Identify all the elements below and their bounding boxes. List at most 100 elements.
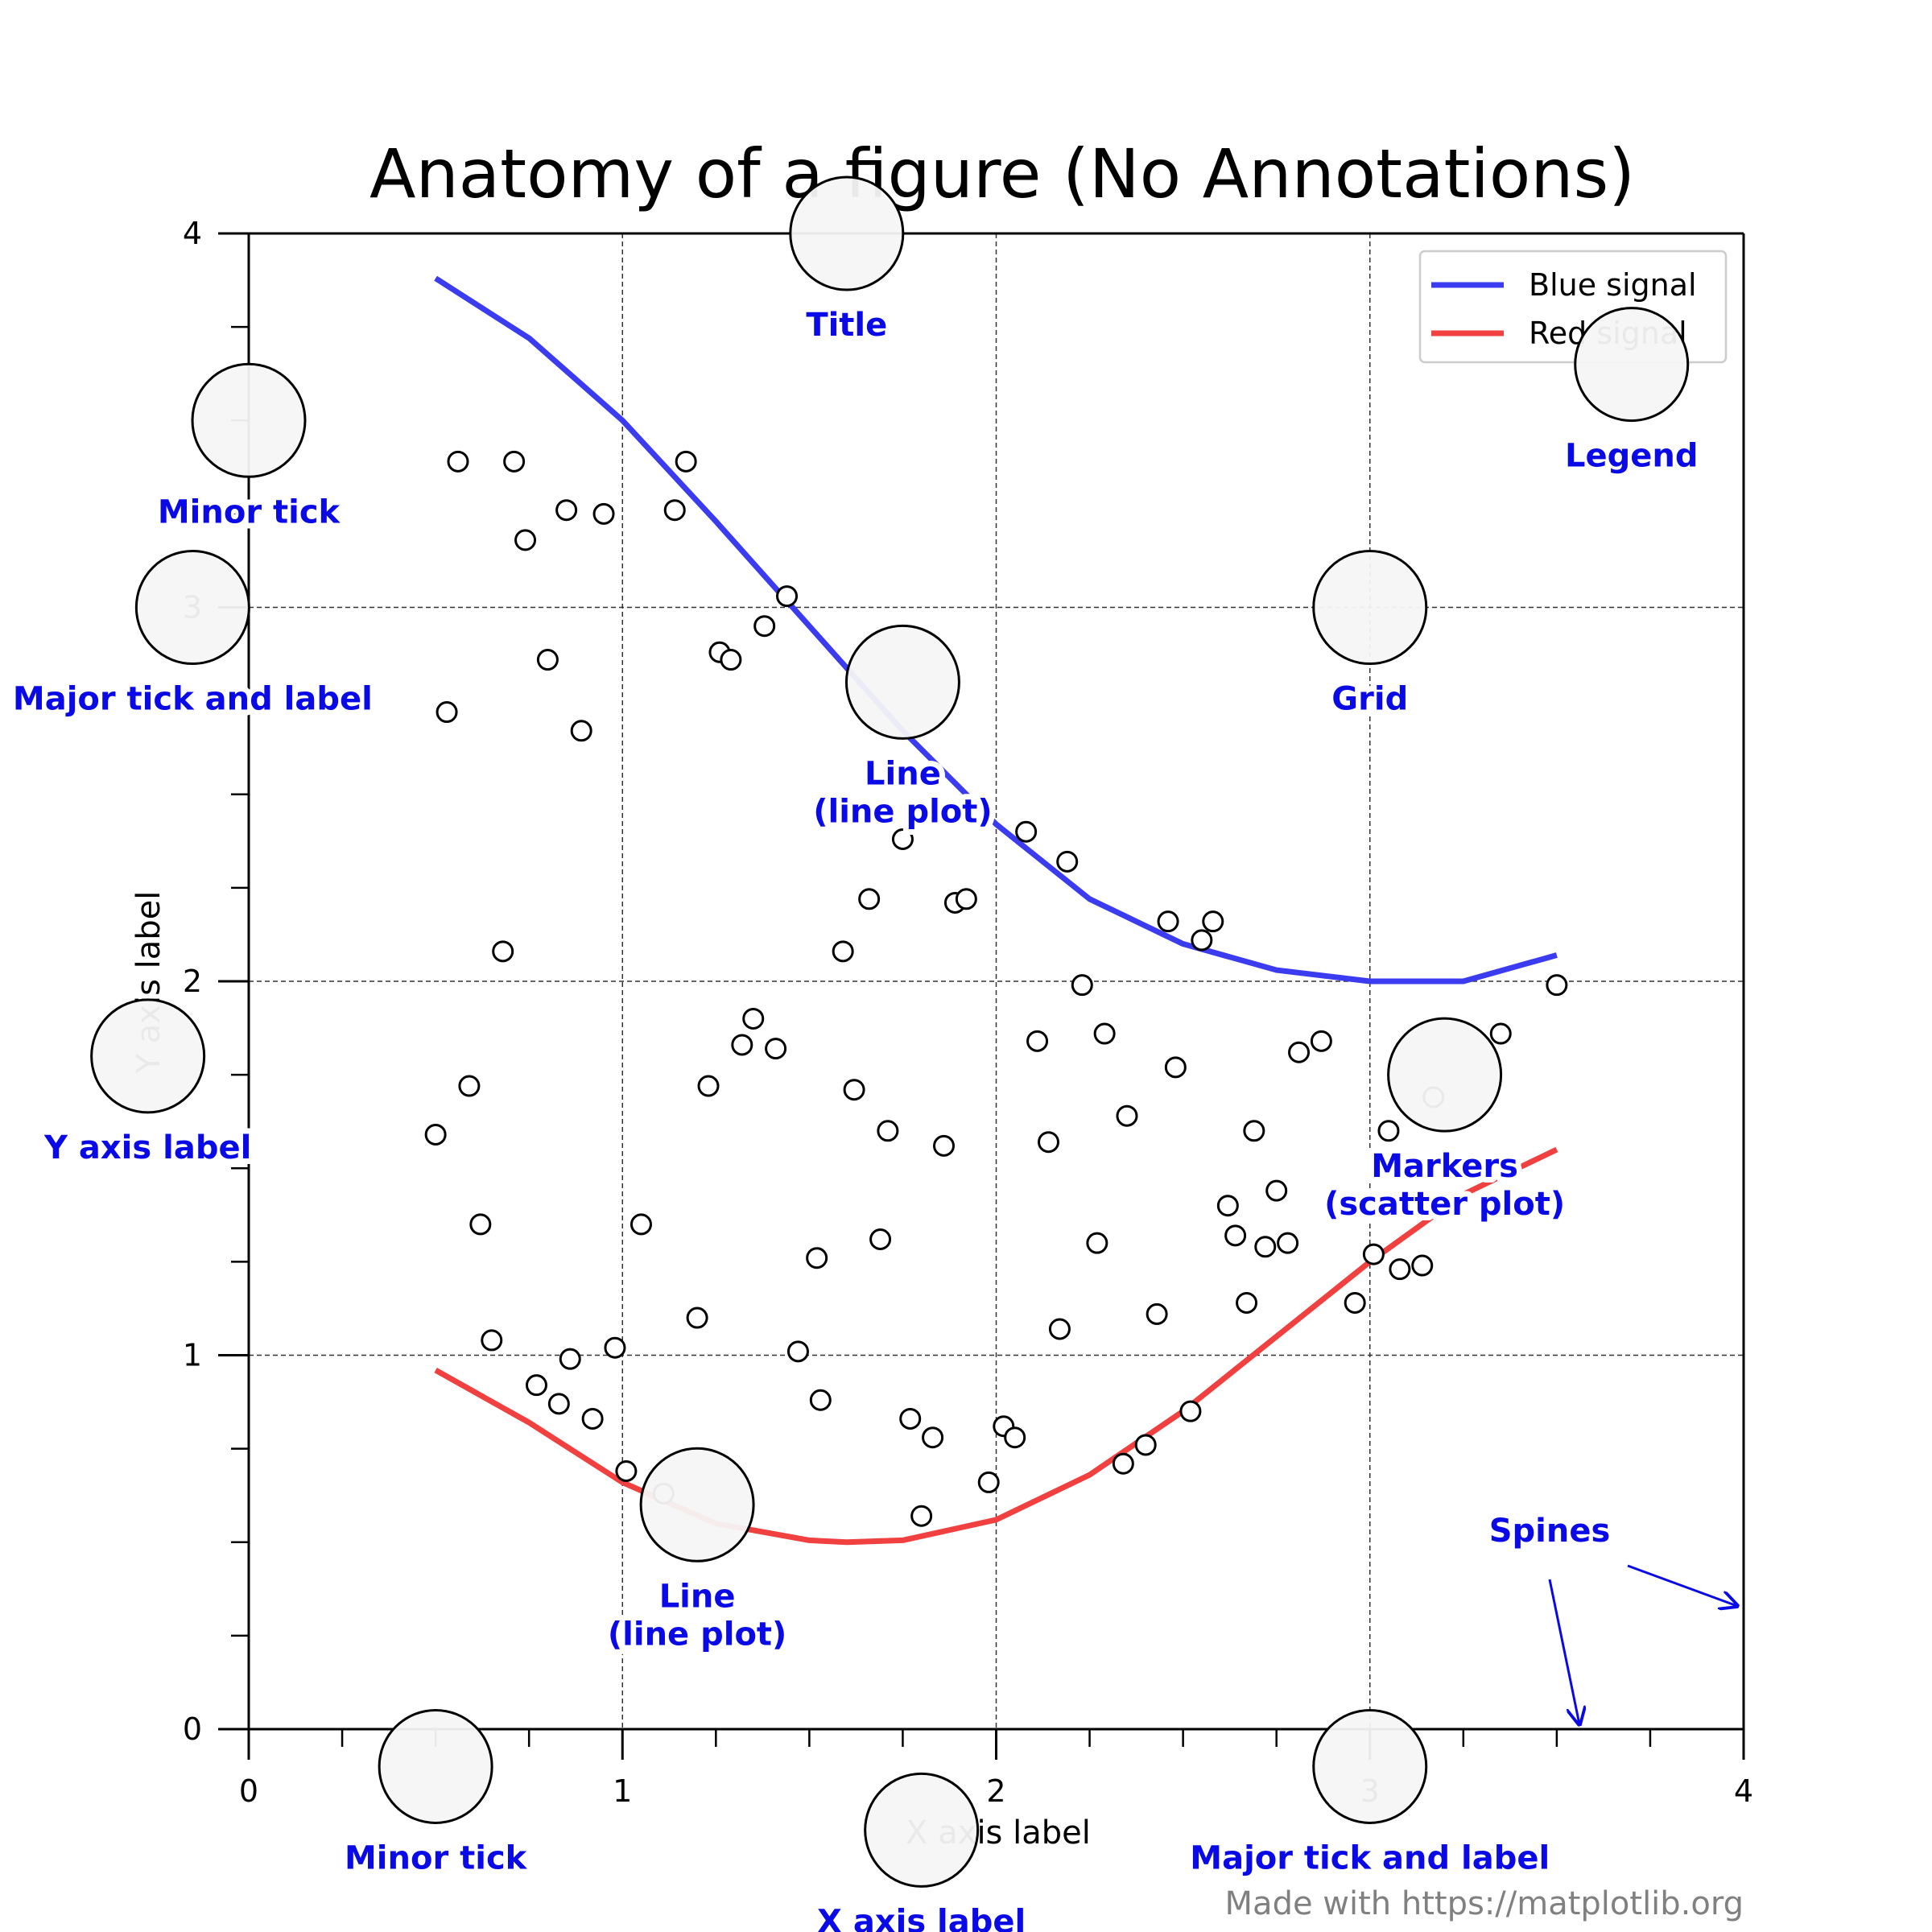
scatter-marker	[1037, 1131, 1059, 1154]
scatter-marker	[663, 499, 686, 522]
annotation-label: (scatter plot)	[1324, 1186, 1565, 1223]
scatter-marker	[447, 450, 469, 473]
annotation-label: Major tick and label	[1190, 1839, 1550, 1876]
scatter-marker	[858, 888, 881, 910]
scatter-marker	[1236, 1291, 1258, 1314]
scatter-marker	[753, 615, 776, 638]
series-line	[434, 1146, 1558, 1546]
annotation-label: X axis label	[817, 1903, 1026, 1932]
annotation-circle	[1312, 1708, 1428, 1824]
scatter-marker	[492, 940, 514, 963]
spine-arrow-bottom	[1548, 1579, 1579, 1724]
scatter-marker	[675, 450, 697, 473]
annotation-circle	[134, 550, 250, 665]
x-tick-label: 0	[239, 1773, 258, 1809]
plot-area	[424, 275, 1568, 1546]
scatter-marker	[1489, 1022, 1512, 1045]
scatter-marker	[977, 1471, 1000, 1493]
scatter-marker	[1202, 910, 1224, 933]
annotation-circle	[1387, 1017, 1503, 1133]
spines-annotation-label: Spines	[1489, 1513, 1611, 1550]
scatter-marker	[1157, 910, 1179, 933]
scatter-marker	[1310, 1030, 1332, 1052]
scatter-marker	[536, 649, 559, 671]
annotation-label: (line plot)	[813, 793, 992, 830]
y-tick-label: 2	[183, 964, 202, 999]
scatter-marker	[630, 1213, 652, 1236]
scatter-marker	[891, 828, 914, 850]
annotation-circle	[1312, 550, 1428, 665]
scatter-marker	[1277, 1232, 1299, 1254]
scatter-marker	[1048, 1318, 1071, 1340]
annotation-label: Minor tick	[158, 493, 341, 530]
chart-title: Anatomy of a figure (No Annotations)	[369, 134, 1635, 213]
scatter-marker	[503, 450, 526, 473]
scatter-marker	[1224, 1224, 1247, 1247]
scatter-marker	[1377, 1120, 1400, 1142]
scatter-marker	[559, 1348, 581, 1370]
scatter-marker	[1116, 1104, 1138, 1127]
annotation-label: Major tick and label	[13, 681, 373, 718]
scatter-marker	[469, 1213, 492, 1236]
scatter-marker	[776, 585, 799, 608]
scatter-marker	[1071, 974, 1093, 997]
scatter-marker	[1134, 1434, 1157, 1456]
scatter-marker	[615, 1459, 638, 1482]
scatter-marker	[843, 1079, 865, 1101]
spine-arrow-right	[1627, 1564, 1737, 1606]
scatter-marker	[809, 1389, 832, 1411]
scatter-marker	[1362, 1243, 1385, 1265]
annotation-circle	[1574, 307, 1690, 423]
scatter-marker	[458, 1075, 481, 1097]
scatter-marker	[933, 1134, 956, 1157]
scatter-marker	[877, 1120, 899, 1142]
scatter-marker	[786, 1340, 809, 1363]
x-tick-label: 1	[613, 1773, 632, 1809]
scatter-marker	[1411, 1254, 1434, 1277]
annotation-circle	[789, 175, 905, 291]
scatter-marker	[481, 1329, 503, 1352]
scatter-marker	[436, 701, 458, 724]
annotation-label: Markers	[1371, 1148, 1518, 1185]
annotation-label: Line	[659, 1578, 736, 1615]
annotation-label: Minor tick	[345, 1839, 528, 1876]
scatter-marker	[604, 1336, 626, 1359]
scatter-marker	[1093, 1022, 1116, 1045]
scatter-marker	[1112, 1452, 1134, 1475]
scatter-marker	[1086, 1232, 1108, 1254]
annotation-circle	[90, 998, 206, 1114]
y-tick-label: 0	[183, 1711, 202, 1747]
scatter-marker	[1546, 974, 1568, 997]
annotation-label: Line	[865, 755, 941, 792]
scatter-marker	[1164, 1056, 1187, 1079]
scatter-marker	[555, 499, 578, 522]
credit-text: Made with https://matplotlib.org	[1225, 1885, 1744, 1922]
scatter-marker	[955, 888, 977, 910]
scatter-marker	[910, 1505, 933, 1527]
annotations: Title Legend Minor tick Major tick and labe…	[7, 175, 1737, 1932]
annotation-circle	[191, 362, 307, 478]
annotation-circle	[864, 1772, 980, 1888]
scatter-marker	[1004, 1426, 1026, 1449]
scatter-marker	[742, 1007, 765, 1030]
scatter-marker	[547, 1393, 570, 1415]
scatter-marker	[592, 502, 615, 525]
scatter-marker	[1146, 1302, 1168, 1325]
y-tick-label: 4	[183, 216, 202, 251]
scatter-marker	[869, 1228, 892, 1251]
scatter-marker	[1243, 1120, 1265, 1142]
scatter-marker	[424, 1123, 447, 1146]
scatter-marker	[731, 1034, 753, 1056]
scatter-marker	[1056, 850, 1079, 873]
scatter-marker	[581, 1407, 604, 1430]
scatter-marker	[806, 1247, 828, 1269]
scatter-marker	[514, 529, 537, 551]
scatter-marker	[1265, 1179, 1288, 1202]
scatter-marker	[1254, 1236, 1277, 1258]
scatter-marker	[765, 1038, 787, 1060]
annotation-label: Title	[806, 307, 887, 344]
scatter-marker	[697, 1075, 720, 1097]
scatter-marker	[832, 940, 854, 963]
y-tick-label: 1	[183, 1338, 202, 1373]
